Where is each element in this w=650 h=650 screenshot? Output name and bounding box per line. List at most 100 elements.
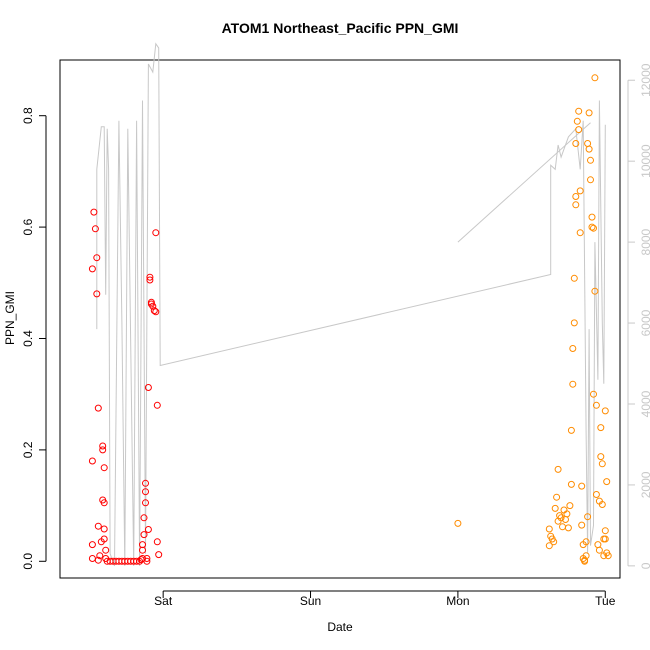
y-axis-label: PPN_GMI — [3, 291, 17, 345]
x-tick-label: Sun — [300, 594, 321, 608]
scatter-point — [584, 513, 592, 521]
scatter-point — [582, 552, 590, 560]
scatter-point — [576, 229, 584, 237]
scatter-point — [91, 225, 99, 233]
scatter-point — [139, 541, 146, 549]
scatter-point — [575, 107, 583, 115]
x-tick-label: Mon — [446, 594, 469, 608]
scatter-point — [603, 478, 611, 486]
scatter-point — [152, 229, 160, 237]
scatter-point — [454, 519, 462, 527]
y-tick-label-left: 0.8 — [21, 107, 35, 124]
scatter-point — [133, 557, 141, 565]
scatter-point — [554, 465, 562, 473]
scatter-point — [146, 276, 154, 284]
scatter-point — [590, 224, 597, 232]
scatter-point — [591, 287, 599, 295]
scatter-point — [584, 140, 592, 147]
y-tick-label-right: 0 — [639, 562, 650, 569]
scatter-point — [601, 535, 609, 543]
scatter-point — [94, 522, 102, 530]
scatter-point — [594, 541, 602, 549]
scatter-point — [550, 538, 558, 546]
x-tick-label: Sat — [154, 594, 173, 608]
scatter-point — [557, 514, 565, 522]
line-series — [96, 42, 606, 567]
scatter-point — [150, 307, 158, 315]
scatter-point — [142, 488, 149, 496]
scatter-points-layer — [88, 74, 612, 565]
scatter-point — [90, 208, 98, 216]
scatter-point — [93, 254, 101, 262]
scatter-point — [572, 201, 580, 209]
chart-title: ATOM1 Northeast_Pacific PPN_GMI — [222, 20, 459, 36]
scatter-point — [100, 464, 108, 472]
plot-frame — [59, 59, 621, 579]
y-tick-label-left: 0.4 — [21, 330, 35, 347]
scatter-point — [88, 555, 96, 562]
scatter-point — [585, 145, 593, 153]
scatter-point — [545, 542, 553, 550]
scatter-point — [551, 504, 559, 512]
scatter-point — [572, 140, 580, 147]
x-tick-label: Tue — [595, 594, 616, 608]
line-series-layer — [96, 42, 606, 567]
y-tick-label-right: 8000 — [639, 228, 650, 255]
scatter-point — [142, 499, 149, 507]
scatter-point — [155, 551, 163, 559]
scatter-point — [578, 482, 586, 490]
scatter-point — [88, 457, 96, 465]
scatter-point — [153, 401, 161, 409]
scatter-point — [99, 446, 107, 454]
y-tick-label-left: 0.0 — [21, 553, 35, 570]
scatter-point — [144, 384, 152, 391]
scatter-point — [569, 345, 577, 352]
scatter-point — [597, 453, 605, 461]
scatter-point — [601, 407, 609, 415]
scatter-point — [100, 525, 108, 533]
y-tick-label-right: 6000 — [639, 309, 650, 336]
scatter-point — [564, 524, 572, 532]
x-axis-label: Date — [327, 620, 353, 634]
scatter-point — [545, 525, 553, 533]
scatter-point — [100, 535, 108, 543]
scatter-point — [142, 479, 149, 487]
scatter-point — [559, 523, 566, 531]
scatter-point — [553, 493, 561, 501]
scatter-point — [153, 538, 161, 546]
scatter-point — [93, 290, 101, 298]
scatter-point — [590, 390, 597, 398]
scatter-point — [144, 526, 152, 533]
y-tick-label-left: 0.2 — [21, 441, 35, 458]
scatter-point — [100, 499, 108, 507]
scatter-point — [146, 273, 154, 281]
scatter-point — [595, 546, 603, 554]
scatter-point — [94, 556, 102, 564]
scatter-point — [88, 265, 96, 273]
scatter-point — [604, 552, 612, 560]
scatter-point — [576, 187, 584, 195]
scatter-point — [563, 510, 571, 518]
scatter-point — [88, 541, 96, 549]
scatter-point — [96, 552, 104, 560]
scatter-point — [102, 546, 110, 554]
scatter-point — [140, 514, 148, 522]
scatter-point — [588, 223, 596, 231]
scatter-point — [581, 556, 589, 564]
scatter-point — [143, 557, 151, 565]
scatter-point — [582, 538, 590, 546]
scatter-point — [573, 117, 581, 125]
scatter-point — [143, 555, 151, 562]
scatter-point — [99, 442, 107, 450]
y-tick-label-right: 12000 — [639, 63, 650, 97]
x-axis: Sat Sun Mon Tue — [154, 590, 616, 608]
scatter-point — [149, 302, 157, 310]
scatter-point — [591, 74, 599, 82]
y-tick-label-right: 10000 — [639, 144, 650, 178]
scatter-point — [139, 546, 146, 554]
scatter-point — [597, 424, 605, 432]
line-series-segment — [457, 122, 591, 243]
scatter-point — [567, 480, 575, 488]
y-axis-right: 0 2000 4000 6000 8000 10000 12000 — [627, 63, 650, 569]
